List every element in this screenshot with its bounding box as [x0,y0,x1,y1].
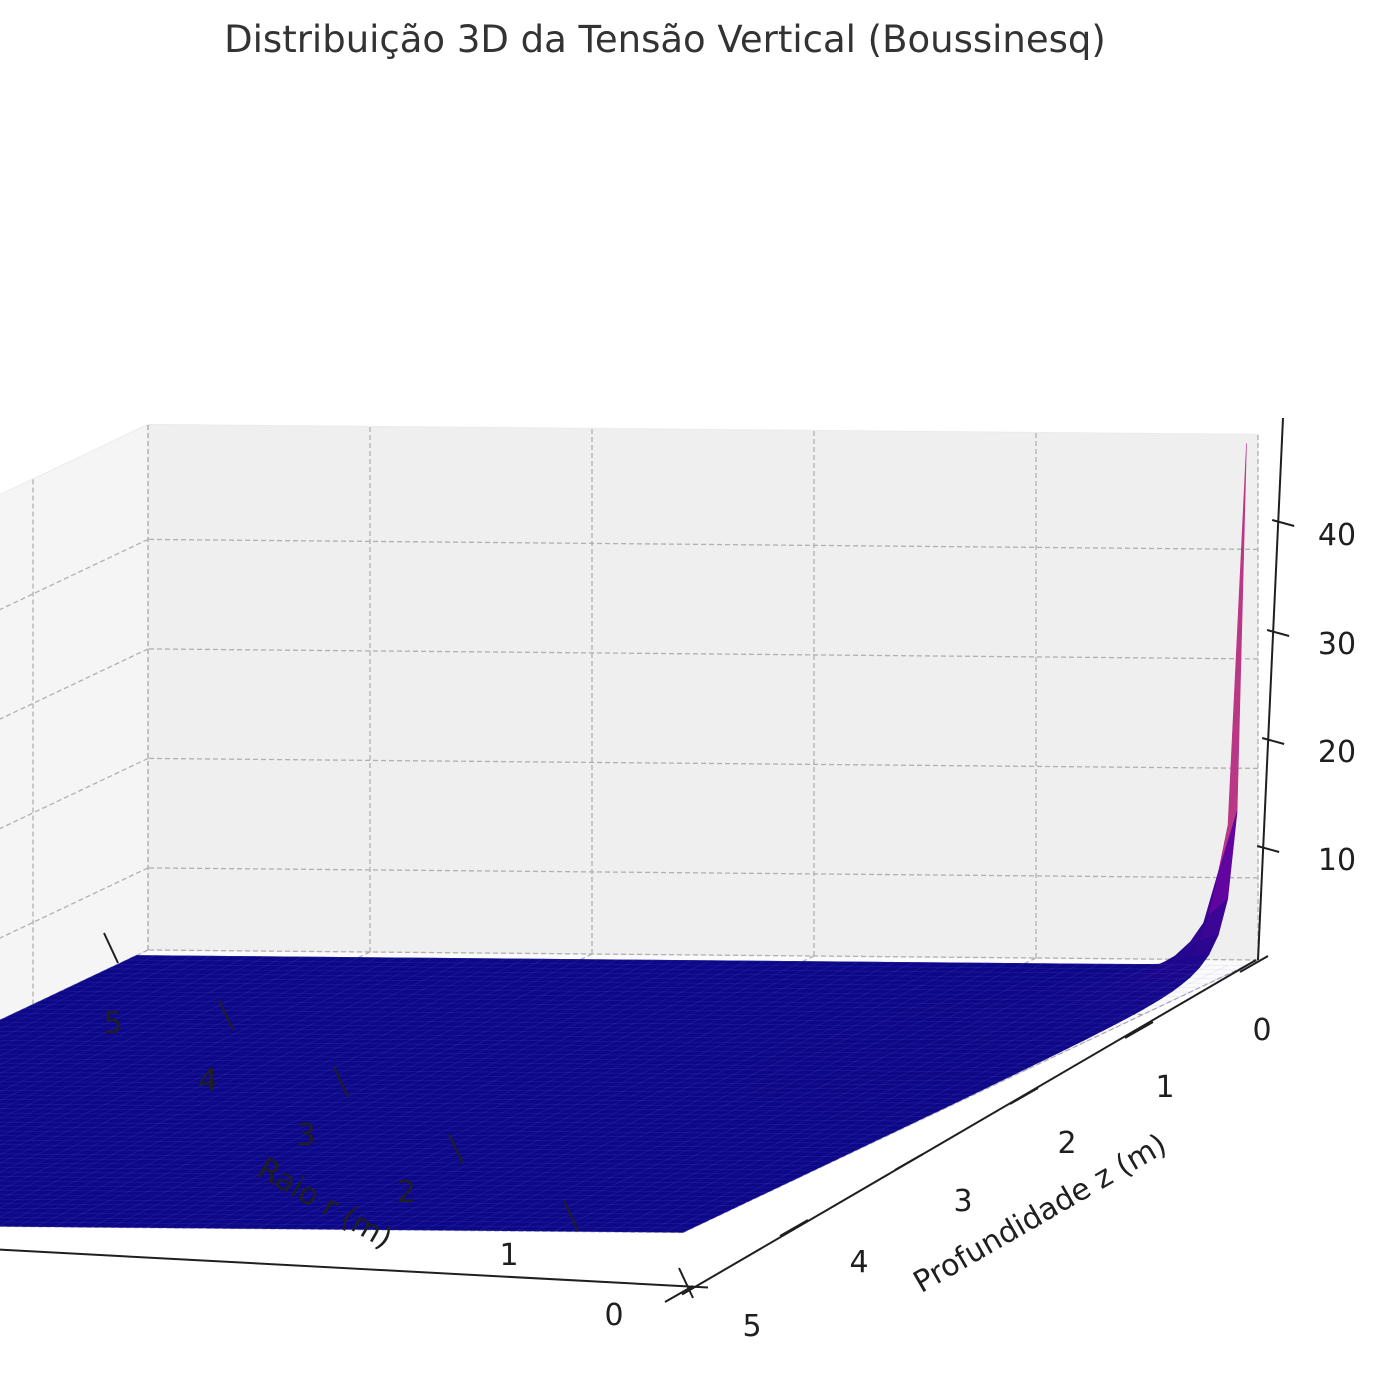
z-tick-label: 20 [1318,735,1356,770]
grid-floor-z-0 [147,949,1259,961]
y-tick-label: 1 [1155,1070,1174,1105]
y-tick-label: 5 [742,1309,761,1344]
chart-title: Distribuição 3D da Tensão Vertical (Bous… [224,18,1106,61]
y-tick [1009,1087,1039,1105]
x-tick-label: 4 [198,1063,217,1098]
grid-left-v-10 [0,867,149,939]
grid-left-v-20 [0,757,149,830]
y-tick [894,1153,924,1171]
y-tick-label: 0 [1252,1013,1271,1048]
z-tick-label: 10 [1318,843,1356,878]
x-tick-label: 1 [499,1238,518,1273]
right-pane [147,423,1259,961]
y-tick [664,1285,694,1303]
z-tick [1266,629,1290,637]
x-tick-label: 0 [604,1298,623,1333]
grid-right-v-20 [147,757,1259,770]
y-axis-label: Profundidade z (m) [908,1127,1173,1300]
z-tick [1261,737,1285,745]
grid-right-v-10 [147,867,1259,879]
y-tick-label: 3 [953,1184,972,1219]
z-tick-label: 40 [1318,518,1356,553]
grid-right-v-30 [147,648,1259,660]
z-axis-line [1257,417,1284,961]
surface-plot [0,443,1247,1233]
y-tick [1124,1021,1154,1039]
grid-right-v-40 [147,538,1259,551]
x-tick-label: 5 [103,1006,122,1041]
z-tick-label: 30 [1318,627,1356,662]
grid-left-v-40 [0,538,149,611]
x-tick-label: 3 [296,1118,315,1153]
z-tick [1256,845,1280,853]
z-tick [1271,519,1295,527]
grid-left-v-30 [0,648,149,720]
y-tick-label: 2 [1057,1126,1076,1161]
y-tick-label: 4 [849,1245,868,1280]
x-tick-label: 2 [396,1175,415,1210]
y-tick [779,1219,809,1237]
